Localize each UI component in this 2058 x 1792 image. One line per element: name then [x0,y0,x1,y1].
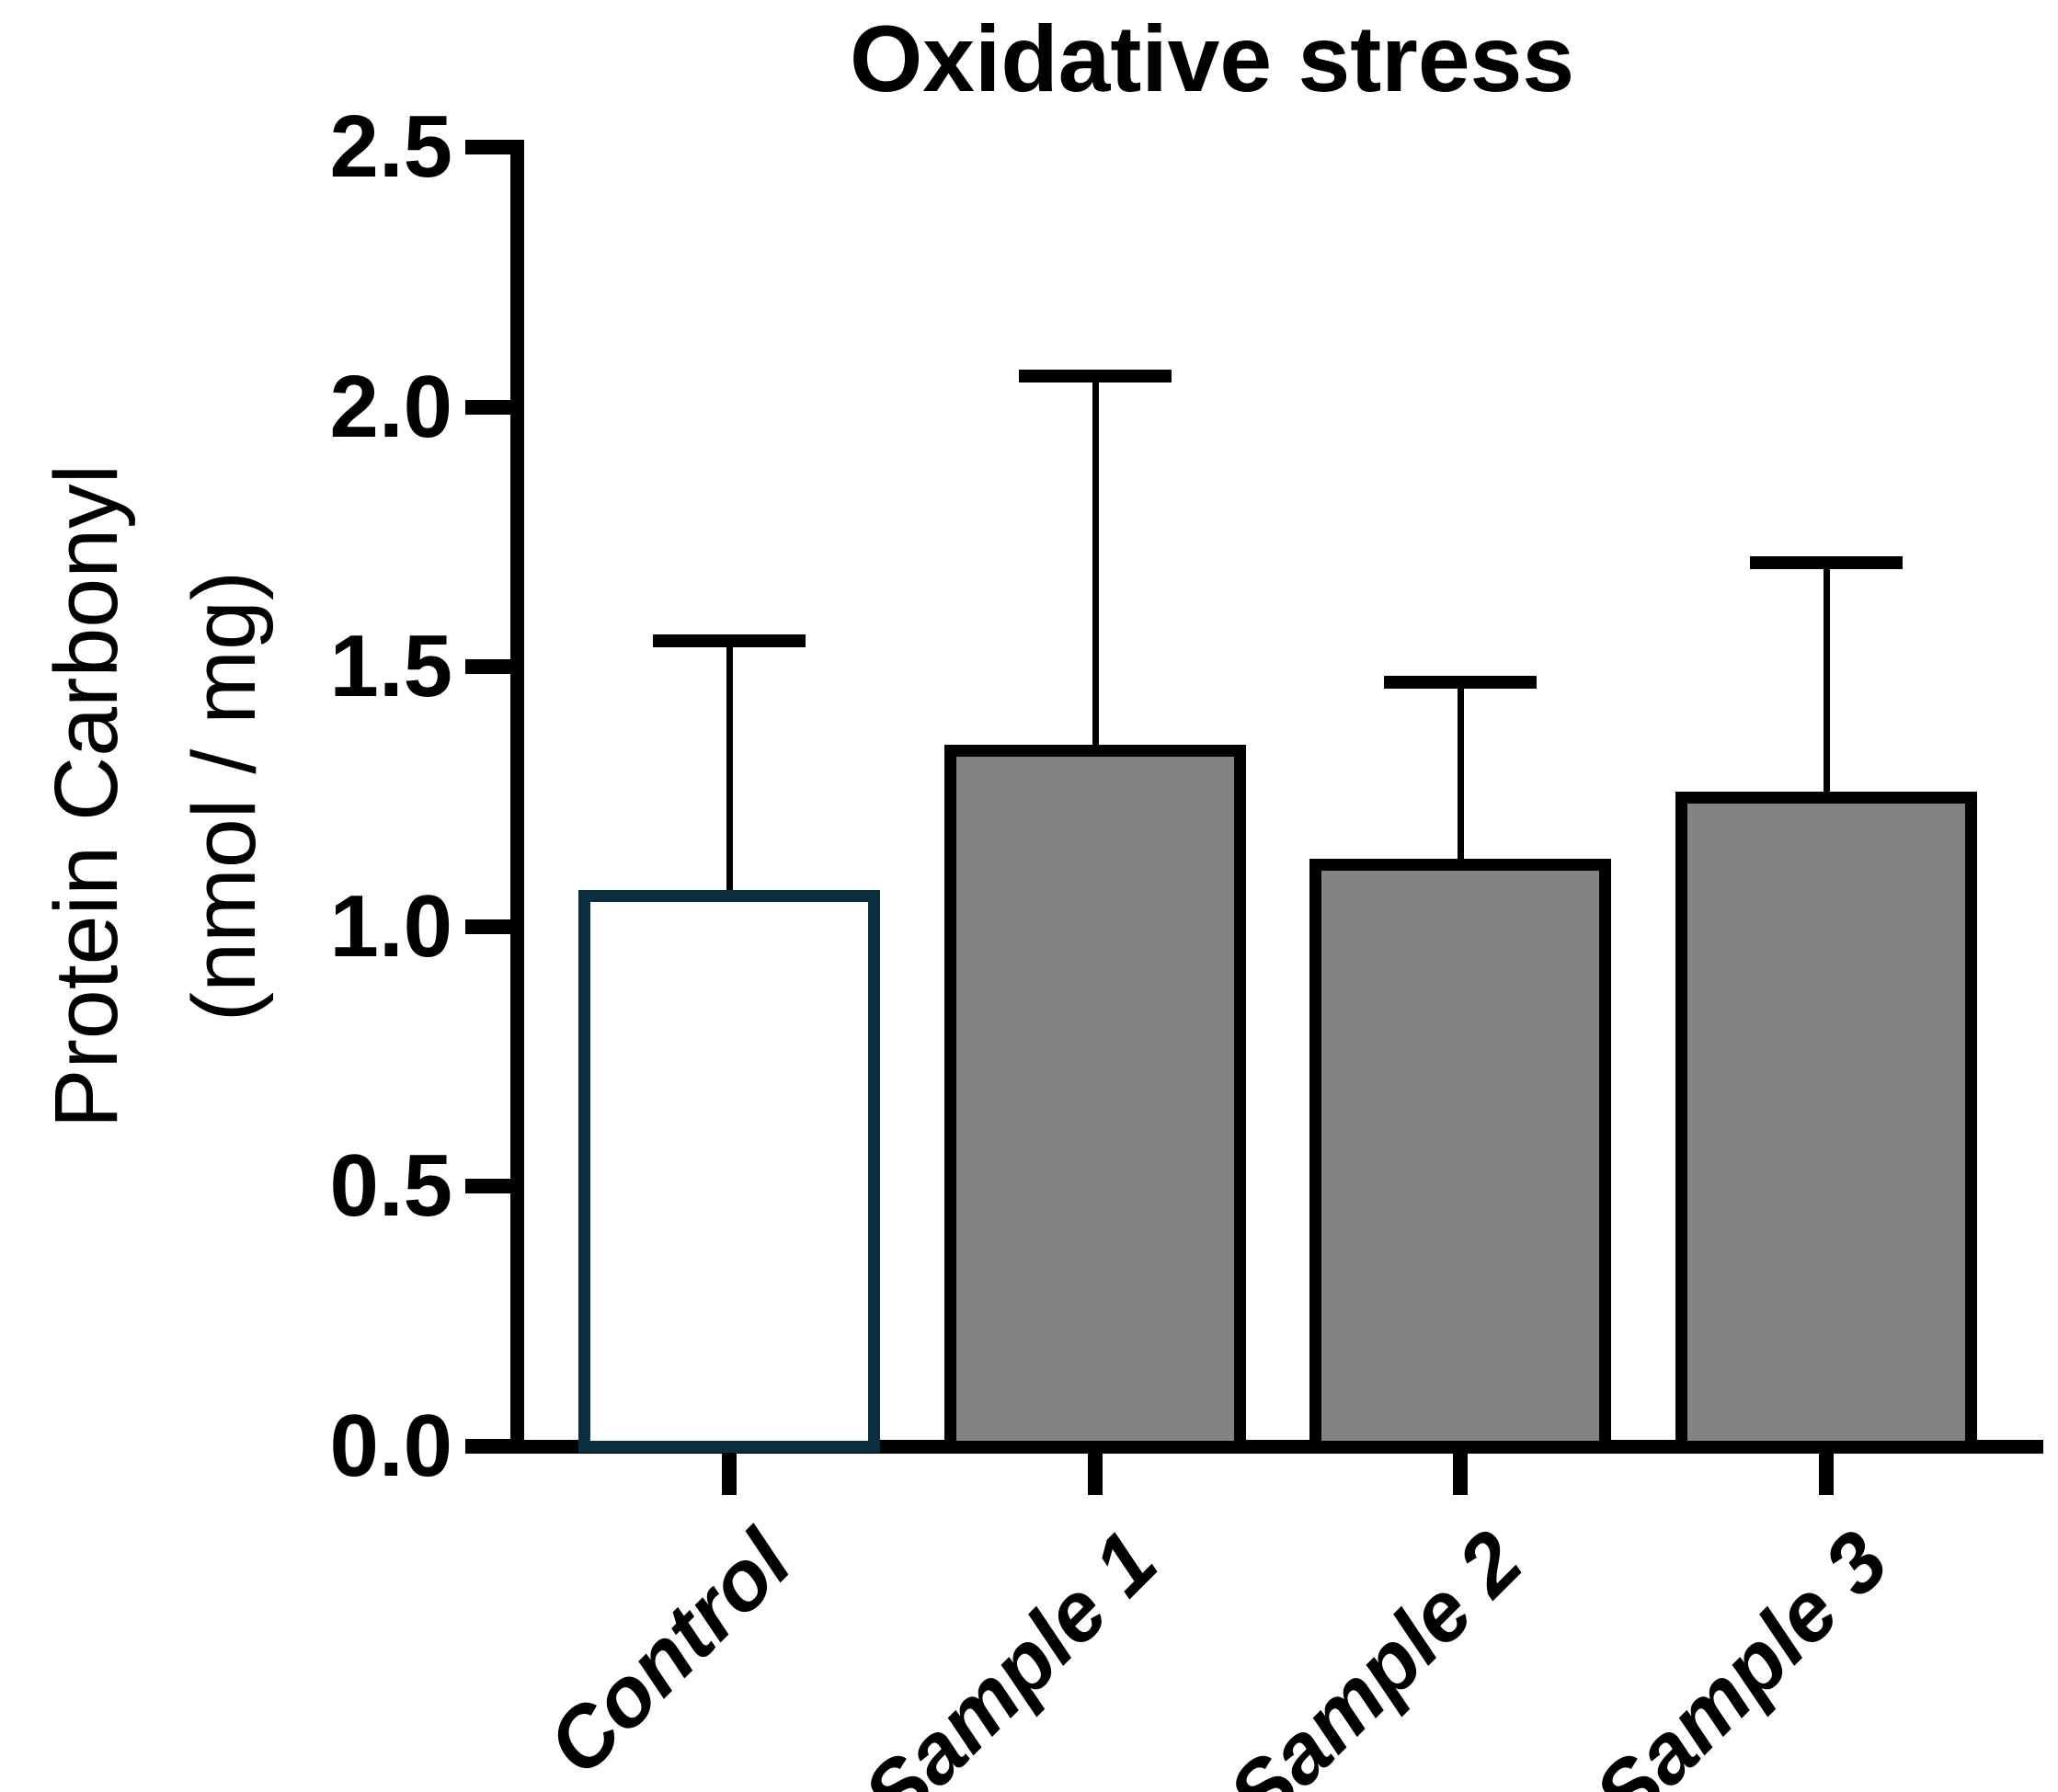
y-tick-label: 0.5 [329,1136,452,1236]
bar-sample-2 [1309,859,1611,1453]
y-tick-label: 1.0 [329,876,452,976]
y-tick [465,1439,518,1454]
x-tick [1087,1454,1103,1495]
x-tick-label: Control [530,1513,809,1792]
x-axis-line [510,1440,2043,1454]
y-tick [465,659,518,675]
y-tick [465,1179,518,1194]
bar-control [578,890,880,1453]
y-tick-label: 2.5 [329,97,452,196]
x-tick [722,1454,737,1495]
y-tick-label: 0.0 [329,1397,452,1495]
y-axis-title-line-1: Protein Carbonyl [36,463,136,1129]
error-bar-cap [1018,369,1172,382]
y-tick-label: 2.0 [329,357,452,456]
y-tick [465,919,518,934]
bar-sample-3 [1675,791,1977,1453]
error-bar-line [1092,375,1099,745]
y-axis-line [510,140,524,1454]
x-tick [1818,1454,1834,1495]
error-bar-cap [653,633,806,647]
error-bar-cap [1384,676,1537,690]
bar-sample-1 [943,744,1246,1453]
y-tick [465,140,518,154]
x-tick [1453,1454,1468,1495]
error-bar-cap [1749,556,1903,570]
chart-title: Oxidative stress [849,6,1575,111]
error-bar-line [726,640,733,891]
error-bar-line [1823,563,1830,792]
y-tick [465,399,518,415]
y-tick-label: 1.5 [329,617,452,716]
y-axis-title: Protein Carbonyl (nmol / mg) [17,15,293,1578]
error-bar-line [1458,682,1464,860]
